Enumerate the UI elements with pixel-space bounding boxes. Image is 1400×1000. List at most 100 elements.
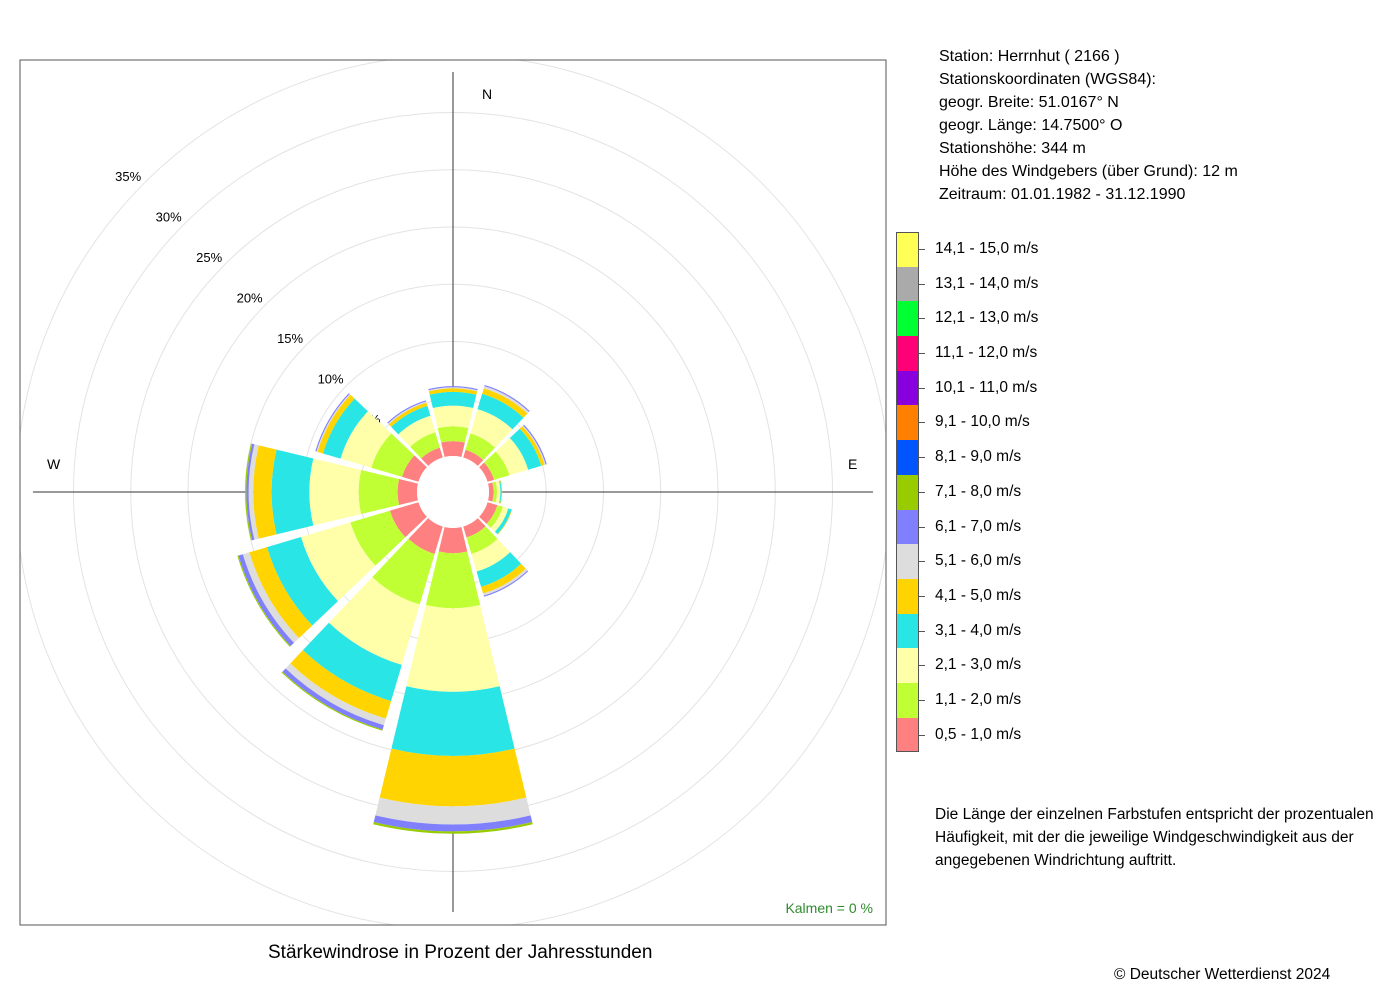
- legend-label: 4,1 - 5,0 m/s: [935, 586, 1022, 604]
- wedge-segment: [358, 469, 400, 515]
- legend-swatch: [896, 474, 919, 510]
- calm-label: Kalmen = 0 %: [785, 900, 873, 916]
- wedge-segment: [437, 426, 469, 443]
- wedge-segment: [242, 552, 299, 643]
- legend-tick: [919, 422, 925, 424]
- wedge-segment: [425, 551, 481, 609]
- legend-tick: [919, 318, 925, 320]
- legend-swatch: [896, 232, 919, 267]
- legend-swatch: [896, 613, 919, 649]
- radial-tick-label: 20%: [237, 291, 263, 306]
- wedge-segment: [432, 405, 474, 429]
- legend-label: 6,1 - 7,0 m/s: [935, 517, 1022, 535]
- wedge-segment: [371, 433, 415, 477]
- wedge-segment: [373, 822, 533, 834]
- radial-tick-label: 30%: [156, 210, 182, 225]
- station-longitude: geogr. Länge: 14.7500° O: [939, 117, 1123, 134]
- wedge-segment: [379, 748, 527, 807]
- wedge-segment: [471, 538, 511, 572]
- legend-tick: [919, 457, 925, 459]
- legend-tick: [919, 665, 925, 667]
- legend-tick: [919, 630, 925, 632]
- wedge-segment: [428, 387, 478, 392]
- legend-swatch: [896, 266, 919, 302]
- legend-tick: [919, 526, 925, 528]
- wedge-segment: [271, 449, 314, 535]
- radial-tick-label: 10%: [318, 372, 344, 387]
- wedge-segment: [375, 797, 531, 825]
- wedge-segment: [441, 441, 465, 457]
- legend-label: 13,1 - 14,0 m/s: [935, 274, 1039, 292]
- legend-swatch: [896, 717, 919, 753]
- wedge-segment: [465, 433, 496, 461]
- radial-tick-label: 35%: [115, 169, 141, 184]
- wedge-segment: [406, 604, 500, 692]
- wedge-segment: [340, 411, 392, 468]
- wedge-segment: [483, 386, 530, 414]
- legend-swatch: [896, 405, 919, 441]
- wedge-segment: [463, 449, 484, 466]
- legend-swatch: [896, 370, 919, 406]
- wedge-segment: [477, 393, 524, 430]
- wedge-segment: [466, 526, 498, 554]
- legend-tick: [919, 595, 925, 597]
- legend-label: 7,1 - 8,0 m/s: [935, 482, 1022, 500]
- anemometer-height: Höhe des Windgebers (über Grund): 12 m: [939, 163, 1238, 180]
- radial-tick-label: 15%: [277, 331, 303, 346]
- wedge-segment: [397, 479, 418, 505]
- wedge-segment: [317, 394, 355, 454]
- legend-tick: [919, 387, 925, 389]
- wedge-segment: [490, 506, 509, 532]
- wedge-segment: [499, 480, 502, 504]
- wedge-segment: [350, 510, 406, 566]
- wedge-segment: [408, 518, 443, 554]
- legend-label: 11,1 - 12,0 m/s: [935, 344, 1038, 362]
- station-coords-heading: Stationskoordinaten (WGS84):: [939, 71, 1156, 88]
- wedge-segment: [309, 458, 362, 526]
- legend-tick: [919, 491, 925, 493]
- wedge-segment: [500, 480, 503, 504]
- wedge-segment: [238, 554, 294, 647]
- station-elevation: Stationshöhe: 344 m: [939, 140, 1086, 157]
- wedge-segment: [388, 401, 427, 425]
- station-info: Station: Herrnhut ( 2166 ) Stationskoord…: [939, 45, 1238, 206]
- time-period: Zeitraum: 01.01.1982 - 31.12.1990: [939, 186, 1186, 203]
- legend-tick: [919, 249, 925, 250]
- legend-tick: [919, 353, 925, 355]
- wedge-segment: [488, 482, 494, 502]
- wedge-segment: [391, 686, 515, 756]
- wedge-segment: [482, 388, 528, 418]
- legend-swatch: [896, 578, 919, 614]
- radial-tick-label: 25%: [196, 250, 222, 265]
- wedge-segment: [328, 577, 420, 665]
- legend-tick: [919, 734, 925, 736]
- wedge-segment: [372, 538, 435, 605]
- copyright: © Deutscher Wetterdienst 2024: [1114, 966, 1331, 983]
- wedge-segment: [285, 663, 386, 726]
- wedge-segment: [484, 451, 510, 480]
- wedge-segment: [388, 402, 428, 427]
- station-latitude: geogr. Breite: 51.0167° N: [939, 94, 1119, 111]
- legend-label: 10,1 - 11,0 m/s: [935, 378, 1038, 396]
- description-text: Die Länge der einzelnen Farbstufen entsp…: [935, 806, 1374, 869]
- wedge-segment: [470, 409, 513, 448]
- wedge-segment: [249, 547, 313, 639]
- wedge-segment: [245, 443, 253, 541]
- legend-label: 9,1 - 10,0 m/s: [935, 413, 1030, 431]
- legend-label: 0,5 - 1,0 m/s: [935, 725, 1022, 743]
- legend-tick: [919, 283, 925, 285]
- compass-w: W: [47, 456, 61, 472]
- compass-n: N: [482, 86, 492, 102]
- legend-swatch: [896, 682, 919, 718]
- wedge-segment: [428, 388, 478, 395]
- wedge-segment: [476, 552, 522, 587]
- wedge-segment: [438, 527, 468, 554]
- center-hole: [417, 456, 489, 528]
- wedge-segment: [301, 522, 376, 602]
- legend-label: 3,1 - 4,0 m/s: [935, 621, 1022, 639]
- legend-swatch: [896, 440, 919, 475]
- wedge-segment: [479, 502, 498, 524]
- wedge-segment: [522, 425, 546, 465]
- legend-swatch: [896, 544, 919, 579]
